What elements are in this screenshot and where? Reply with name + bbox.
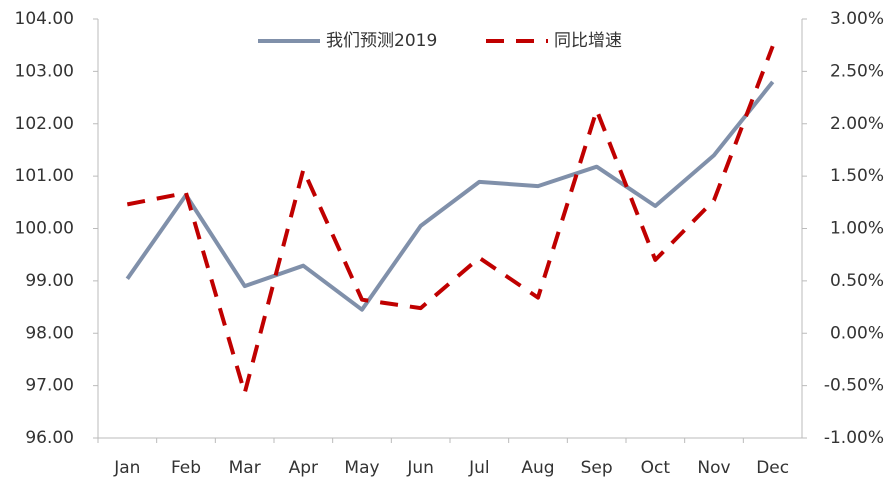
y-tick-label: 101.00 — [15, 166, 74, 186]
legend-label: 同比增速 — [554, 31, 622, 51]
y2-tick-label: 0.50% — [830, 271, 884, 291]
x-tick-label: Apr — [289, 458, 318, 478]
x-tick-label: Feb — [171, 458, 201, 478]
x-tick-label: May — [344, 458, 379, 478]
legend-label: 我们预测2019 — [326, 31, 437, 51]
y2-tick-label: 1.50% — [830, 166, 884, 186]
y-tick-label: 98.00 — [25, 323, 74, 343]
x-tick-label: Jun — [406, 458, 434, 478]
y2-tick-label: 3.00% — [830, 9, 884, 29]
x-tick-label: Sep — [581, 458, 613, 478]
y-tick-label: 104.00 — [15, 9, 74, 29]
y-tick-label: 103.00 — [15, 61, 74, 81]
y2-tick-label: -1.00% — [824, 428, 884, 448]
y-tick-label: 99.00 — [25, 271, 74, 291]
y-tick-label: 102.00 — [15, 114, 74, 134]
x-tick-label: Oct — [641, 458, 671, 478]
x-tick-label: Dec — [756, 458, 789, 478]
y2-tick-label: 1.00% — [830, 219, 884, 239]
x-tick-label: Jul — [468, 458, 490, 478]
y-tick-label: 97.00 — [25, 376, 74, 396]
x-tick-label: Aug — [521, 458, 554, 478]
y2-tick-label: -0.50% — [824, 376, 884, 396]
x-tick-label: Nov — [697, 458, 730, 478]
y2-tick-label: 0.00% — [830, 323, 884, 343]
x-tick-label: Jan — [113, 458, 140, 478]
y2-tick-label: 2.50% — [830, 61, 884, 81]
y-tick-label: 96.00 — [25, 428, 74, 448]
y-tick-label: 100.00 — [15, 219, 74, 239]
x-tick-label: Mar — [229, 458, 261, 478]
series-line — [126, 45, 775, 395]
series-line — [125, 80, 775, 312]
y2-tick-label: 2.00% — [830, 114, 884, 134]
